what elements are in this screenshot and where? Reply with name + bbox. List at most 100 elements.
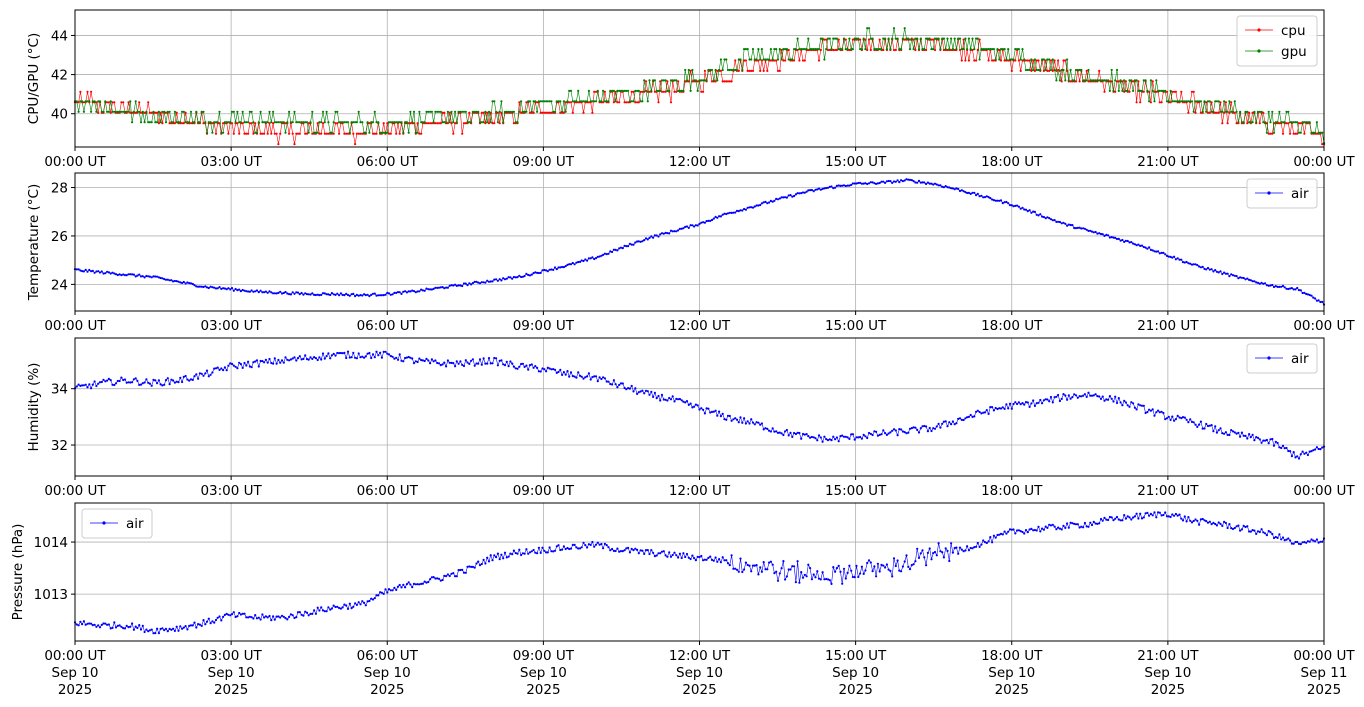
data-point <box>398 132 401 135</box>
data-point <box>1226 433 1229 436</box>
data-point <box>851 48 855 51</box>
data-point <box>1267 110 1270 113</box>
data-point <box>643 239 646 242</box>
data-point <box>1187 100 1190 103</box>
data-point <box>1126 515 1129 518</box>
data-point <box>1062 393 1065 396</box>
data-point <box>1139 244 1142 247</box>
data-point <box>527 552 530 555</box>
data-point <box>894 564 897 568</box>
data-point <box>1128 79 1131 82</box>
data-point <box>298 611 301 614</box>
data-point <box>293 292 296 295</box>
data-point <box>100 380 103 384</box>
data-point <box>409 583 412 586</box>
data-point <box>202 110 205 113</box>
data-point <box>329 608 332 611</box>
data-point <box>634 547 637 550</box>
data-point <box>639 90 642 93</box>
data-point <box>471 358 474 361</box>
data-point <box>291 291 294 294</box>
data-point <box>973 191 976 194</box>
data-point <box>882 564 885 567</box>
data-point <box>1115 237 1119 241</box>
data-point <box>439 364 442 367</box>
data-point <box>1026 210 1029 213</box>
data-point <box>491 280 494 283</box>
data-point <box>932 38 935 41</box>
data-point <box>976 37 979 40</box>
data-point <box>302 357 305 360</box>
data-point <box>1180 100 1183 103</box>
data-point <box>330 131 333 134</box>
data-point <box>1074 80 1078 83</box>
data-point <box>817 434 821 437</box>
data-point <box>603 252 607 255</box>
x-tick-label: 2025 <box>838 682 872 698</box>
data-point <box>687 556 690 559</box>
data-point <box>161 122 164 125</box>
data-point <box>1053 396 1056 399</box>
data-point <box>93 100 96 103</box>
data-point <box>743 59 746 62</box>
data-point <box>705 407 708 410</box>
data-point <box>93 271 96 274</box>
data-point <box>1085 69 1088 72</box>
data-point <box>348 356 351 359</box>
data-point <box>318 132 321 135</box>
data-point <box>891 37 894 40</box>
data-point <box>436 286 439 289</box>
data-point <box>248 110 251 113</box>
data-point <box>536 271 539 274</box>
data-point <box>914 426 917 429</box>
data-point <box>964 37 967 40</box>
data-point <box>330 607 333 610</box>
data-point <box>1074 227 1078 230</box>
data-point <box>204 623 207 626</box>
data-point <box>1042 69 1045 72</box>
data-point <box>784 59 787 62</box>
data-point <box>1114 90 1117 93</box>
data-point <box>844 435 847 438</box>
data-point <box>1083 393 1086 396</box>
data-point <box>386 131 389 134</box>
data-point <box>933 427 937 430</box>
data-point <box>660 393 664 396</box>
data-point <box>1053 59 1056 62</box>
data-point <box>971 48 974 52</box>
data-point <box>637 240 640 243</box>
data-point <box>1123 514 1126 517</box>
data-point <box>213 286 216 289</box>
data-point <box>532 548 535 552</box>
data-point <box>1057 59 1060 62</box>
data-point <box>892 180 896 183</box>
data-point <box>1001 48 1004 51</box>
data-point <box>411 121 414 124</box>
data-point <box>141 275 144 278</box>
data-point <box>1019 403 1022 406</box>
data-point <box>125 381 128 384</box>
data-point <box>710 558 714 562</box>
data-point <box>755 204 758 207</box>
data-point <box>329 293 332 297</box>
data-point <box>1237 121 1240 124</box>
data-point <box>605 100 608 103</box>
data-point <box>1287 122 1290 125</box>
data-point <box>1151 408 1154 411</box>
data-point <box>461 132 464 135</box>
data-point <box>712 410 715 413</box>
data-point <box>821 440 824 443</box>
data-point <box>509 360 512 363</box>
data-point <box>1133 79 1136 82</box>
data-point <box>436 361 439 365</box>
data-point <box>1101 519 1104 522</box>
data-point <box>1219 270 1222 273</box>
data-point <box>156 111 159 114</box>
data-point <box>994 58 997 61</box>
data-point <box>516 552 519 555</box>
data-point <box>279 361 282 364</box>
data-point <box>832 566 835 569</box>
data-point <box>666 232 669 235</box>
data-point <box>272 615 275 618</box>
data-point <box>191 121 194 124</box>
